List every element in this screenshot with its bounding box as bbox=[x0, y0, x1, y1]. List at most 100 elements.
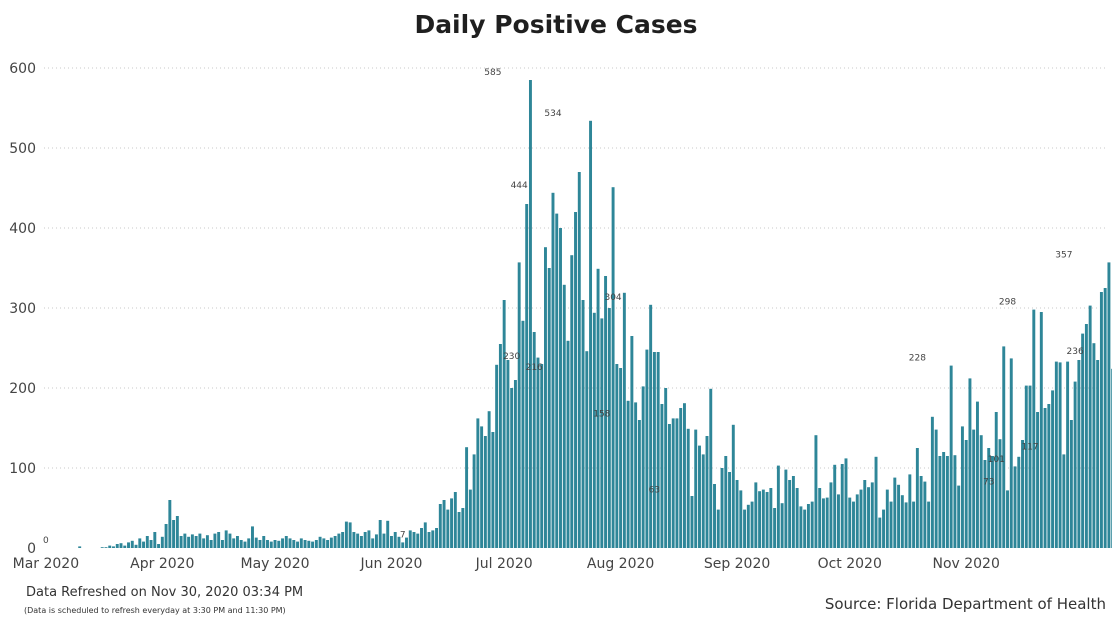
bar bbox=[791, 476, 795, 548]
bar bbox=[408, 530, 412, 548]
bar bbox=[656, 352, 660, 548]
bar bbox=[382, 533, 386, 548]
bar bbox=[765, 492, 769, 548]
bar bbox=[262, 536, 266, 548]
bar bbox=[1036, 412, 1040, 548]
bar bbox=[213, 533, 217, 548]
bar bbox=[1073, 381, 1077, 548]
bar bbox=[972, 429, 976, 548]
bar bbox=[968, 378, 972, 548]
bar bbox=[1092, 343, 1096, 548]
bar bbox=[859, 489, 863, 548]
bar bbox=[690, 496, 694, 548]
bar bbox=[994, 412, 998, 548]
bar bbox=[134, 544, 138, 548]
bar bbox=[686, 428, 690, 548]
bar bbox=[619, 368, 623, 548]
bar bbox=[367, 530, 371, 548]
bar bbox=[1043, 408, 1047, 548]
bar bbox=[322, 538, 326, 548]
bar bbox=[273, 540, 277, 548]
bar bbox=[855, 494, 859, 548]
bar bbox=[333, 536, 337, 548]
bar bbox=[1081, 333, 1085, 548]
y-tick-label: 300 bbox=[9, 301, 36, 317]
y-tick-label: 0 bbox=[27, 541, 36, 557]
bar bbox=[157, 544, 161, 548]
bar bbox=[983, 460, 987, 548]
bar bbox=[889, 501, 893, 548]
bar bbox=[716, 509, 720, 548]
bar bbox=[495, 364, 499, 548]
bar bbox=[675, 418, 679, 548]
bar bbox=[750, 501, 754, 548]
data-label: 230 bbox=[503, 352, 520, 362]
bar bbox=[232, 538, 236, 548]
bar bbox=[803, 509, 807, 548]
bar bbox=[713, 484, 716, 548]
bar bbox=[420, 528, 423, 548]
bar bbox=[498, 344, 502, 548]
bar bbox=[945, 456, 949, 548]
bar bbox=[476, 418, 480, 548]
bar bbox=[288, 538, 292, 548]
bar bbox=[457, 512, 461, 548]
bar bbox=[938, 456, 942, 548]
data-labels: 0 7 585 230 444 216 534 158 304 63 228 73 101 298 117 3… bbox=[43, 68, 1084, 546]
bar bbox=[919, 476, 923, 548]
bar bbox=[814, 435, 818, 548]
bar bbox=[318, 536, 322, 548]
bar bbox=[799, 506, 803, 548]
bar bbox=[145, 536, 149, 548]
bar bbox=[465, 447, 469, 548]
bar bbox=[964, 440, 968, 548]
data-label: 216 bbox=[526, 363, 543, 373]
bar bbox=[829, 482, 833, 548]
bar bbox=[1017, 456, 1021, 548]
bar bbox=[788, 480, 792, 548]
bar bbox=[698, 445, 701, 548]
bar bbox=[251, 526, 254, 548]
bar bbox=[664, 388, 668, 548]
bar bbox=[1024, 385, 1028, 548]
bar bbox=[228, 533, 232, 548]
bar bbox=[540, 364, 544, 548]
bar bbox=[153, 532, 157, 548]
bar bbox=[348, 522, 352, 548]
bar bbox=[528, 80, 532, 548]
bar bbox=[412, 532, 416, 548]
bar bbox=[1096, 360, 1100, 548]
bar bbox=[536, 357, 540, 548]
bar bbox=[115, 544, 119, 548]
bar bbox=[341, 532, 345, 548]
bar bbox=[480, 426, 484, 548]
bar bbox=[897, 484, 901, 548]
bar bbox=[660, 404, 664, 548]
bar bbox=[142, 541, 146, 548]
bar bbox=[468, 489, 472, 548]
bar bbox=[991, 456, 994, 548]
bar bbox=[1066, 361, 1070, 548]
bar bbox=[344, 521, 348, 548]
bar bbox=[175, 516, 179, 548]
data-label: 158 bbox=[593, 410, 610, 420]
bar bbox=[885, 489, 889, 548]
bar bbox=[867, 487, 870, 548]
bar bbox=[837, 494, 840, 548]
bar bbox=[277, 540, 281, 548]
bar bbox=[882, 509, 886, 548]
x-tick-label: Jul 2020 bbox=[475, 556, 533, 572]
bar bbox=[359, 536, 363, 548]
bar bbox=[254, 537, 258, 548]
bar bbox=[363, 532, 367, 548]
bar bbox=[431, 530, 435, 548]
bar bbox=[776, 465, 780, 548]
chart-title: Daily Positive Cases bbox=[414, 10, 698, 39]
bar bbox=[427, 532, 431, 548]
bar bbox=[435, 528, 439, 548]
bar bbox=[356, 533, 360, 548]
bar bbox=[604, 276, 608, 548]
bar bbox=[461, 508, 465, 548]
data-label: 357 bbox=[1055, 250, 1072, 260]
bar bbox=[1069, 420, 1073, 548]
